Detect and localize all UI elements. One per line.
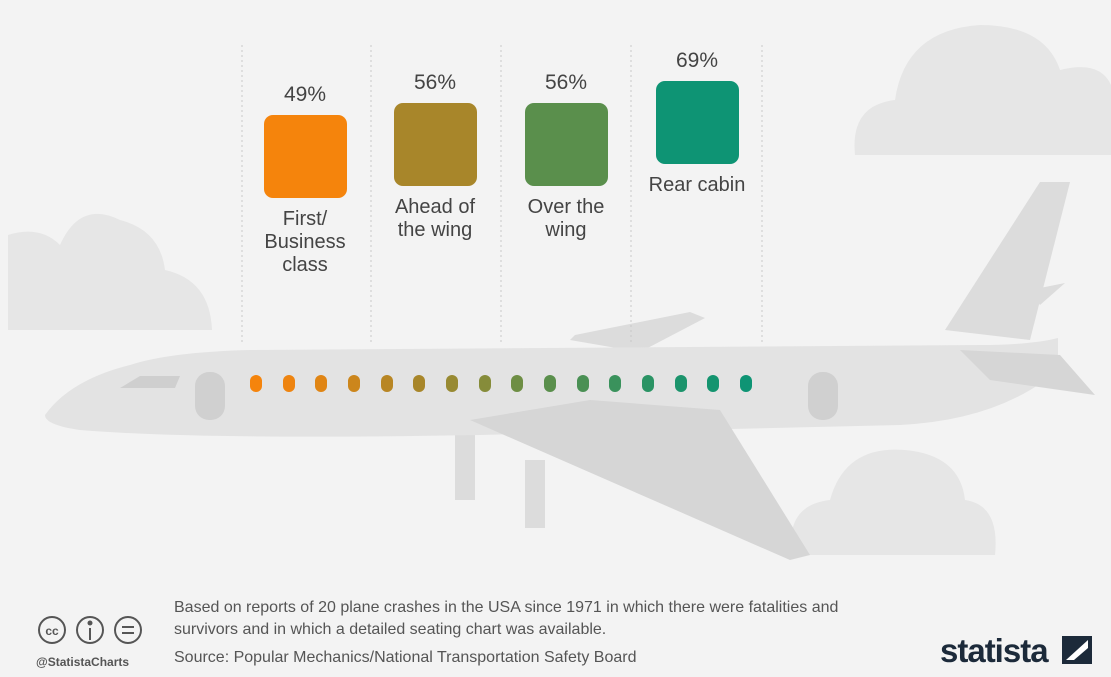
category-label: Rear cabin	[642, 174, 752, 197]
statista-logo-mark	[1062, 636, 1092, 664]
category-label: Over the wing	[511, 196, 621, 242]
footnote: Based on reports of 20 plane crashes in …	[174, 597, 894, 641]
svg-text:cc: cc	[45, 624, 59, 638]
value-label: 56%	[375, 71, 495, 95]
value-label: 49%	[245, 83, 365, 107]
bar	[264, 115, 347, 198]
value-label: 69%	[637, 49, 757, 73]
bar	[525, 103, 608, 186]
cc-icons: cc	[39, 617, 141, 643]
bar	[394, 103, 477, 186]
category-label: Ahead of the wing	[380, 196, 490, 242]
value-label: 56%	[506, 71, 626, 95]
brand: statista	[940, 633, 1048, 669]
page: cc Based on reports of 20 plane crashes …	[0, 0, 1111, 677]
bar	[656, 81, 739, 164]
handle: @StatistaCharts	[36, 651, 129, 673]
category-label: First/ Business class	[250, 208, 360, 277]
door	[808, 372, 838, 420]
source: Source: Popular Mechanics/National Trans…	[174, 647, 636, 669]
illustration: cc	[0, 0, 1111, 677]
door	[195, 372, 225, 420]
